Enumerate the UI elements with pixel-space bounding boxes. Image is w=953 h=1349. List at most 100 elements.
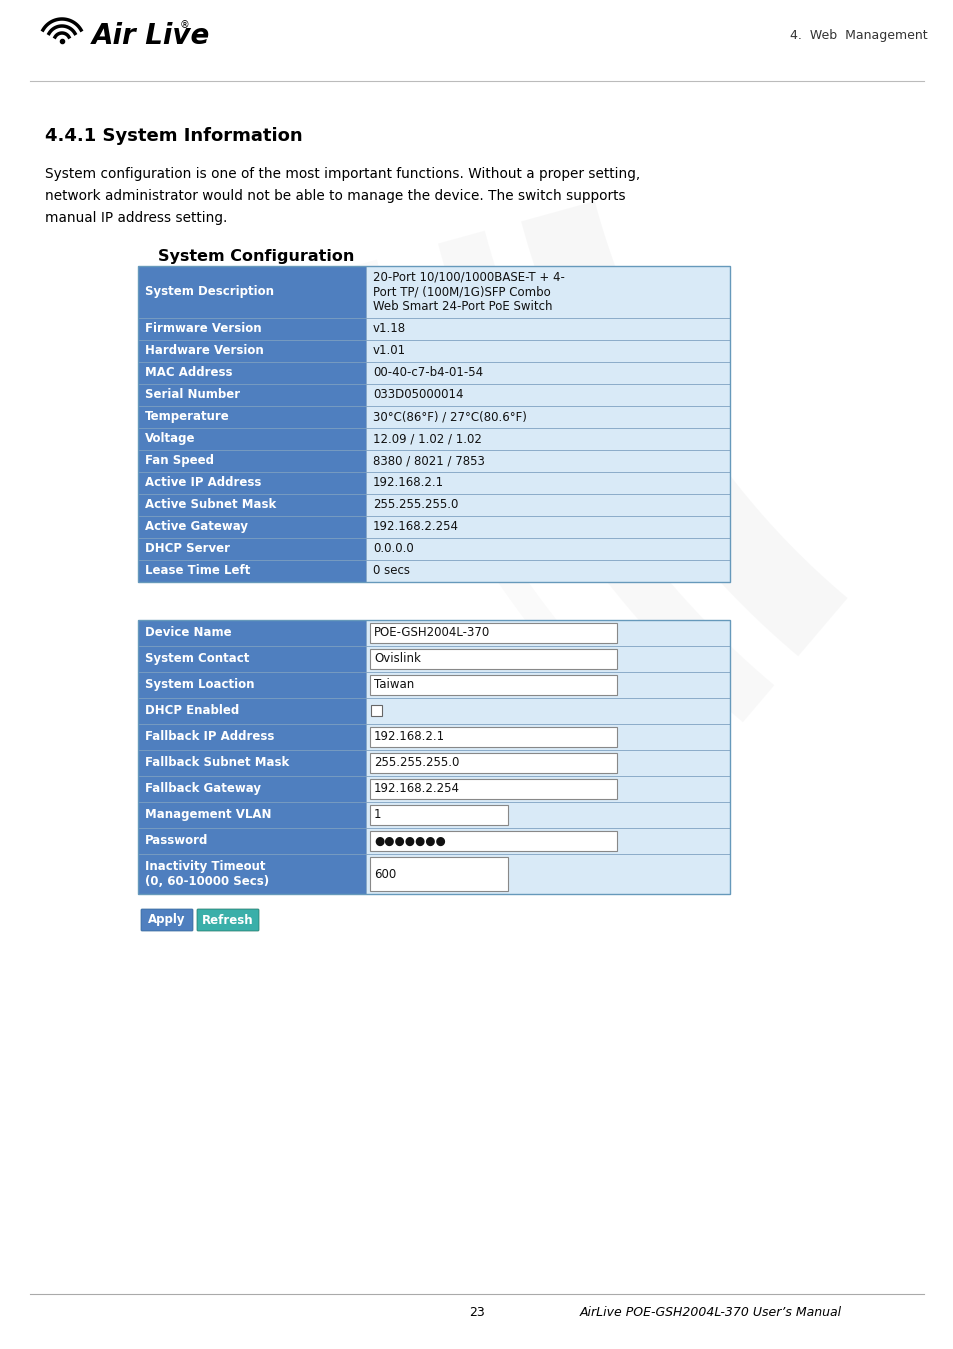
Bar bbox=[138, 646, 366, 672]
Bar bbox=[370, 649, 617, 669]
Bar bbox=[366, 472, 729, 494]
Text: ®: ® bbox=[180, 20, 190, 30]
Text: v1.01: v1.01 bbox=[373, 344, 406, 357]
Bar bbox=[366, 724, 729, 750]
Text: System Loaction: System Loaction bbox=[145, 679, 254, 692]
Text: Serial Number: Serial Number bbox=[145, 389, 240, 402]
Text: 192.168.2.254: 192.168.2.254 bbox=[373, 521, 458, 533]
Text: Temperature: Temperature bbox=[145, 410, 230, 424]
Bar bbox=[366, 750, 729, 776]
Bar bbox=[138, 318, 366, 340]
Text: 00-40-c7-b4-01-54: 00-40-c7-b4-01-54 bbox=[373, 367, 482, 379]
Text: System Description: System Description bbox=[145, 286, 274, 298]
Bar bbox=[370, 727, 617, 747]
Text: Fallback IP Address: Fallback IP Address bbox=[145, 731, 274, 743]
Text: 30°C(86°F) / 27°C(80.6°F): 30°C(86°F) / 27°C(80.6°F) bbox=[373, 410, 526, 424]
Bar bbox=[138, 266, 366, 318]
Text: Lease Time Left: Lease Time Left bbox=[145, 564, 250, 577]
Bar bbox=[370, 623, 617, 643]
Text: Refresh: Refresh bbox=[202, 913, 253, 927]
Bar bbox=[366, 266, 729, 318]
Bar bbox=[366, 854, 729, 894]
Bar bbox=[138, 803, 366, 828]
Bar bbox=[366, 517, 729, 538]
Bar bbox=[366, 621, 729, 646]
Bar bbox=[366, 560, 729, 581]
Text: Hardware Version: Hardware Version bbox=[145, 344, 263, 357]
Text: AirLive POE-GSH2004L-370 User’s Manual: AirLive POE-GSH2004L-370 User’s Manual bbox=[579, 1306, 841, 1319]
Text: Inactivity Timeout
(0, 60-10000 Secs): Inactivity Timeout (0, 60-10000 Secs) bbox=[145, 861, 269, 888]
Text: 033D05000014: 033D05000014 bbox=[373, 389, 463, 402]
FancyBboxPatch shape bbox=[141, 909, 193, 931]
Bar bbox=[138, 266, 729, 581]
Bar bbox=[138, 451, 366, 472]
Bar bbox=[366, 362, 729, 384]
Text: network administrator would not be able to manage the device. The switch support: network administrator would not be able … bbox=[45, 189, 625, 202]
Text: ●●●●●●●: ●●●●●●● bbox=[374, 835, 445, 847]
Bar bbox=[366, 646, 729, 672]
Bar bbox=[138, 854, 366, 894]
Text: Apply: Apply bbox=[148, 913, 186, 927]
Bar bbox=[370, 805, 508, 826]
Bar bbox=[138, 621, 366, 646]
Text: 0 secs: 0 secs bbox=[373, 564, 410, 577]
Bar bbox=[370, 674, 617, 695]
Bar bbox=[138, 340, 366, 362]
Text: System configuration is one of the most important functions. Without a proper se: System configuration is one of the most … bbox=[45, 167, 639, 181]
Text: Fallback Gateway: Fallback Gateway bbox=[145, 782, 261, 796]
Bar bbox=[138, 472, 366, 494]
Text: Device Name: Device Name bbox=[145, 626, 232, 639]
Text: manual IP address setting.: manual IP address setting. bbox=[45, 210, 227, 225]
Text: v1.18: v1.18 bbox=[373, 322, 406, 336]
Text: Password: Password bbox=[145, 835, 208, 847]
Bar bbox=[138, 384, 366, 406]
Bar bbox=[370, 778, 617, 799]
Bar bbox=[366, 428, 729, 451]
Bar bbox=[366, 340, 729, 362]
Text: DHCP Server: DHCP Server bbox=[145, 542, 230, 556]
Text: 12.09 / 1.02 / 1.02: 12.09 / 1.02 / 1.02 bbox=[373, 433, 481, 445]
Text: Voltage: Voltage bbox=[145, 433, 195, 445]
Bar bbox=[366, 451, 729, 472]
Text: Active IP Address: Active IP Address bbox=[145, 476, 261, 490]
Text: Active Subnet Mask: Active Subnet Mask bbox=[145, 499, 276, 511]
Text: Active Gateway: Active Gateway bbox=[145, 521, 248, 533]
Text: 192.168.2.254: 192.168.2.254 bbox=[374, 782, 459, 796]
Bar bbox=[138, 776, 366, 803]
Bar bbox=[370, 857, 508, 890]
Bar bbox=[138, 428, 366, 451]
Text: 600: 600 bbox=[374, 867, 395, 881]
Text: 1: 1 bbox=[374, 808, 381, 822]
Bar bbox=[366, 776, 729, 803]
Text: 4.4.1 System Information: 4.4.1 System Information bbox=[45, 127, 302, 144]
Bar bbox=[138, 362, 366, 384]
Bar bbox=[366, 494, 729, 517]
Bar bbox=[138, 828, 366, 854]
Text: 255.255.255.0: 255.255.255.0 bbox=[373, 499, 457, 511]
Bar bbox=[366, 406, 729, 428]
FancyBboxPatch shape bbox=[196, 909, 258, 931]
Bar bbox=[138, 750, 366, 776]
Text: System Configuration: System Configuration bbox=[158, 250, 354, 264]
Text: Fan Speed: Fan Speed bbox=[145, 455, 213, 468]
Text: 0.0.0.0: 0.0.0.0 bbox=[373, 542, 414, 556]
Bar bbox=[366, 803, 729, 828]
Text: Fallback Subnet Mask: Fallback Subnet Mask bbox=[145, 757, 289, 769]
Bar bbox=[138, 494, 366, 517]
Bar bbox=[366, 384, 729, 406]
Bar bbox=[138, 697, 366, 724]
Text: 23: 23 bbox=[469, 1306, 484, 1319]
Bar bbox=[366, 697, 729, 724]
Text: 192.168.2.1: 192.168.2.1 bbox=[373, 476, 443, 490]
Text: POE-GSH2004L-370: POE-GSH2004L-370 bbox=[374, 626, 490, 639]
Bar bbox=[370, 753, 617, 773]
Text: Firmware Version: Firmware Version bbox=[145, 322, 261, 336]
Text: 20-Port 10/100/1000BASE-T + 4-
Port TP/ (100M/1G)SFP Combo
Web Smart 24-Port PoE: 20-Port 10/100/1000BASE-T + 4- Port TP/ … bbox=[373, 271, 564, 313]
Text: 255.255.255.0: 255.255.255.0 bbox=[374, 757, 458, 769]
Text: Air Live: Air Live bbox=[91, 22, 211, 50]
Bar bbox=[371, 706, 381, 716]
Bar bbox=[370, 831, 617, 851]
Text: 8380 / 8021 / 7853: 8380 / 8021 / 7853 bbox=[373, 455, 484, 468]
Bar bbox=[366, 828, 729, 854]
Text: 192.168.2.1: 192.168.2.1 bbox=[374, 731, 445, 743]
